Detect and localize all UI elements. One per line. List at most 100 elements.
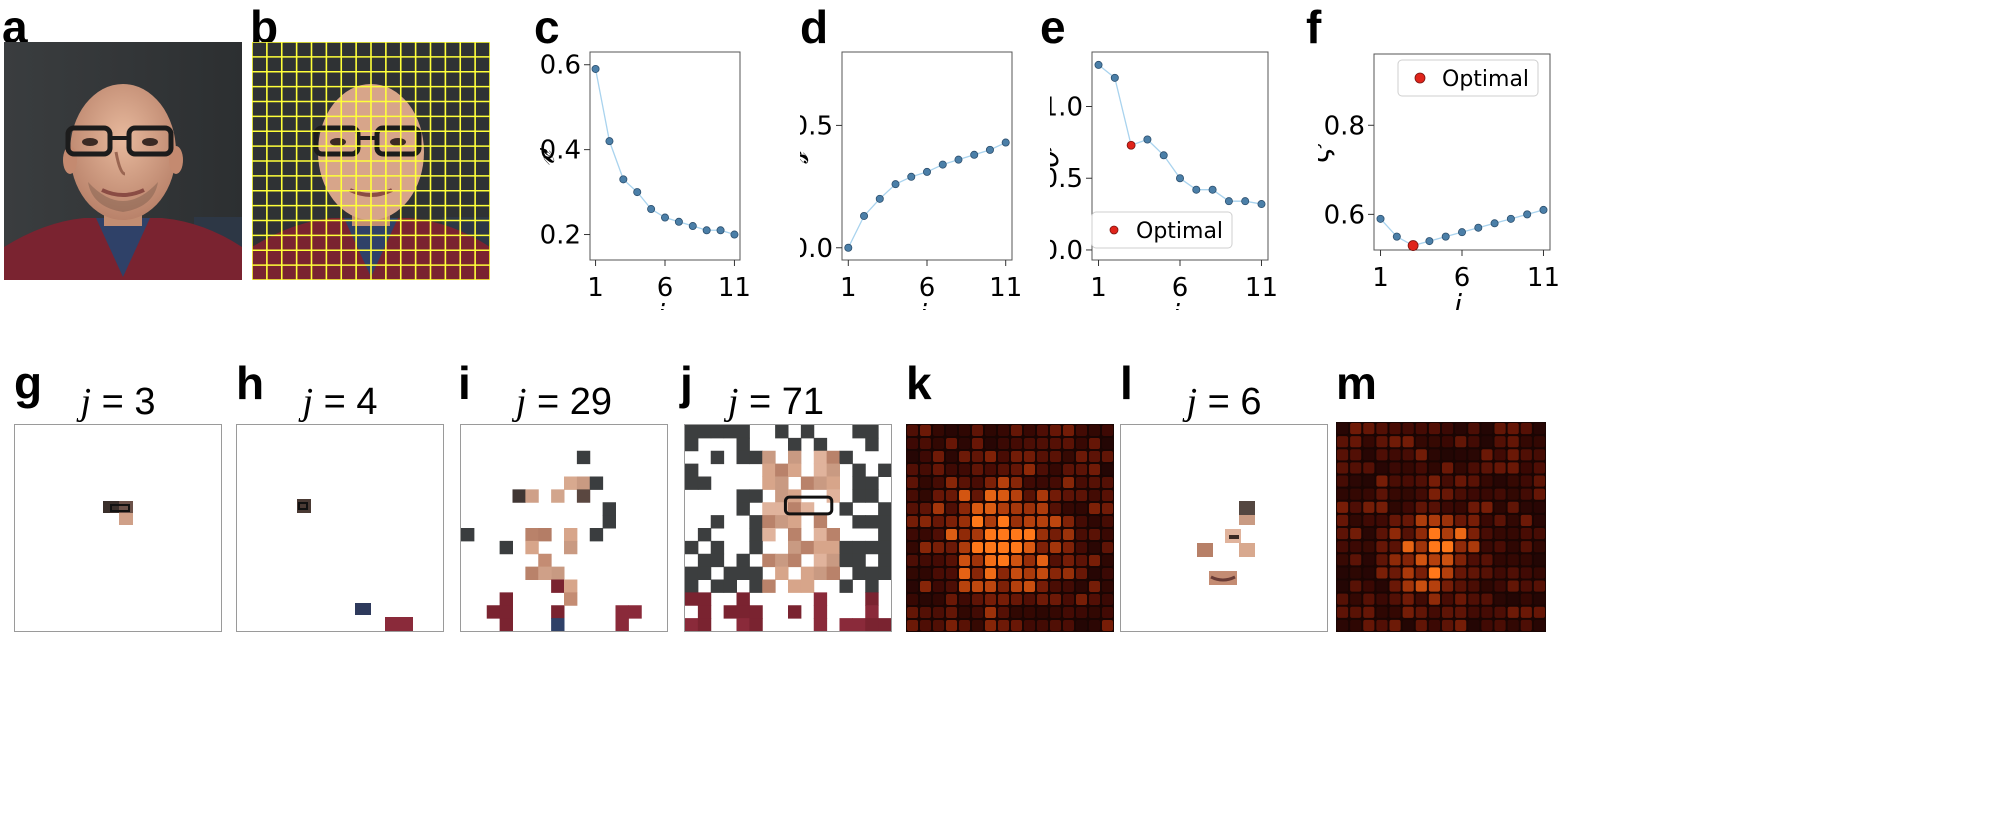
- heatmap-cell: [1102, 516, 1113, 527]
- heatmap-cell: [1024, 607, 1035, 618]
- heatmap-cell: [1337, 462, 1349, 474]
- heatmap-cell: [1089, 438, 1100, 449]
- heatmap-cell: [1337, 580, 1349, 592]
- heatmap-cell: [1468, 580, 1480, 592]
- heatmap-cell: [1024, 503, 1035, 514]
- y-axis-label: θʲ: [1050, 143, 1066, 167]
- heatmap-cell: [1024, 620, 1035, 631]
- visible-patch: [525, 540, 539, 555]
- heatmap-cell: [1481, 541, 1493, 553]
- data-point: [1176, 174, 1185, 183]
- heatmap-cell: [985, 542, 996, 553]
- visible-patch: [813, 528, 828, 542]
- heatmap-cell: [998, 477, 1009, 488]
- heatmap-cell: [1507, 567, 1519, 579]
- heatmap-cell: [1011, 516, 1022, 527]
- heatmap-cell: [998, 594, 1009, 605]
- visible-patch: [615, 605, 629, 619]
- panel-label-i: i: [458, 357, 471, 409]
- heatmap-cell: [1455, 580, 1467, 592]
- visible-patch: [749, 540, 763, 555]
- heatmap-cell: [972, 477, 983, 488]
- visible-patch: [602, 502, 616, 516]
- x-tick-label: 11: [718, 273, 751, 303]
- visible-patch: [628, 605, 642, 619]
- visible-patch: [538, 566, 552, 580]
- heatmap-cell: [1050, 516, 1061, 527]
- visible-patch: [749, 605, 763, 619]
- data-point: [605, 137, 614, 146]
- visible-patch: [525, 528, 539, 542]
- heatmap-cell: [1337, 475, 1349, 487]
- heatmap-cell: [1389, 554, 1401, 566]
- heatmap-cell: [1415, 541, 1427, 553]
- heatmap-cell: [1507, 541, 1519, 553]
- masked-image-j71: [684, 424, 892, 632]
- heatmap-cell: [946, 607, 957, 618]
- heatmap-cell: [972, 581, 983, 592]
- heatmap-cell: [1363, 528, 1375, 540]
- heatmap-cell: [972, 464, 983, 475]
- visible-patch: [736, 592, 750, 606]
- heatmap-cell: [1389, 541, 1401, 553]
- data-point: [985, 145, 994, 154]
- visible-patch: [576, 450, 591, 465]
- x-axis-label: j: [915, 298, 927, 310]
- heatmap-cell: [1011, 594, 1022, 605]
- visible-patch: [736, 618, 750, 631]
- heatmap-cell: [1076, 438, 1087, 449]
- portrait-grid-photo: [252, 42, 490, 280]
- visible-patch: [865, 592, 879, 606]
- heatmap-cell: [946, 568, 957, 579]
- heatmap-cell: [933, 620, 944, 631]
- heatmap-cell: [1507, 436, 1519, 448]
- heatmap-cell: [998, 568, 1009, 579]
- heatmap-cell: [959, 568, 970, 579]
- heatmap-cell: [1363, 567, 1375, 579]
- heatmap-cell: [1011, 542, 1022, 553]
- visible-patch: [878, 502, 891, 516]
- data-point: [1523, 210, 1532, 219]
- heatmap-cell: [1011, 620, 1022, 631]
- heatmap-cell: [933, 594, 944, 605]
- subtitle-g: j = 3: [80, 381, 156, 423]
- visible-patch: [839, 450, 853, 465]
- heatmap-cell: [1468, 554, 1480, 566]
- heatmap-cell: [1089, 464, 1100, 475]
- heatmap-cell: [972, 555, 983, 566]
- heatmap-cell: [985, 568, 996, 579]
- visible-patch: [813, 618, 828, 631]
- heatmap-cell: [1520, 501, 1532, 513]
- visible-patch: [723, 605, 737, 619]
- legend-label: Optimal: [1136, 219, 1223, 244]
- data-point: [633, 188, 642, 197]
- heatmap-cell: [907, 529, 918, 540]
- heatmap-cell: [1050, 477, 1061, 488]
- heatmap-cell: [1455, 514, 1467, 526]
- visible-patch: [749, 566, 763, 580]
- visible-patch: [736, 450, 750, 465]
- data-point: [702, 226, 711, 235]
- heatmap-cell: [1494, 488, 1506, 500]
- subtitle-i: j = 29: [515, 381, 613, 423]
- heatmap-cell: [1076, 425, 1087, 436]
- heatmap-cell: [946, 438, 957, 449]
- heatmap-cell: [998, 529, 1009, 540]
- visible-patch: [697, 476, 712, 490]
- visible-patch: [736, 425, 750, 439]
- visible-patch: [852, 463, 866, 477]
- x-tick-label: 6: [1454, 263, 1471, 293]
- visible-patch: [710, 450, 725, 465]
- heatmap-cell: [959, 425, 970, 436]
- visible-patch: [865, 437, 879, 452]
- heatmap-cell: [1455, 528, 1467, 540]
- masked-image-j4: [236, 424, 444, 632]
- heatmap-cell: [1063, 451, 1074, 462]
- legend-marker: [1414, 72, 1426, 84]
- heatmap-cell: [1024, 477, 1035, 488]
- heatmap-cell: [1063, 568, 1074, 579]
- heatmap-cell: [959, 464, 970, 475]
- heatmap-cell: [1468, 514, 1480, 526]
- heatmap-cell: [1442, 423, 1454, 435]
- heatmap-cell: [1076, 451, 1087, 462]
